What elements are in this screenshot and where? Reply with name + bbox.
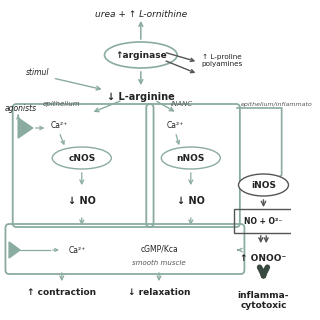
Text: Ca²⁺: Ca²⁺ [167, 121, 184, 130]
Ellipse shape [238, 174, 288, 196]
Text: Ca²⁺: Ca²⁺ [68, 245, 85, 254]
Text: smooth muscle: smooth muscle [132, 260, 186, 266]
Text: nNOS: nNOS [177, 154, 205, 163]
Text: cNOS: cNOS [68, 154, 95, 163]
Text: NO + O²⁻: NO + O²⁻ [244, 217, 283, 226]
Text: ↑ contraction: ↑ contraction [27, 288, 96, 297]
Text: agonists: agonists [4, 103, 37, 113]
Ellipse shape [161, 147, 220, 169]
Text: ↓ relaxation: ↓ relaxation [128, 288, 190, 297]
Text: ↑arginase: ↑arginase [115, 51, 167, 60]
Text: stimul: stimul [26, 68, 49, 76]
Text: iNANC: iNANC [171, 101, 193, 107]
Ellipse shape [105, 42, 177, 68]
Text: urea + ↑ L-ornithine: urea + ↑ L-ornithine [95, 10, 187, 19]
Ellipse shape [52, 147, 111, 169]
Text: ↑ ONOO⁻: ↑ ONOO⁻ [240, 254, 287, 263]
Text: inflamma-
cytotoxic: inflamma- cytotoxic [238, 291, 289, 310]
Text: Ca²⁺: Ca²⁺ [51, 121, 68, 130]
Text: iNOS: iNOS [251, 180, 276, 189]
Text: epithelium: epithelium [43, 101, 81, 107]
Text: ↑ L-proline
polyamines: ↑ L-proline polyamines [202, 53, 243, 67]
Text: ↓ NO: ↓ NO [68, 196, 96, 206]
Text: ↓ NO: ↓ NO [177, 196, 205, 206]
Polygon shape [9, 242, 20, 258]
Polygon shape [18, 118, 33, 138]
Text: cGMP/Kca: cGMP/Kca [140, 244, 178, 253]
Text: ↓ L-arginine: ↓ L-arginine [107, 92, 175, 102]
Text: epithelium/inflammato: epithelium/inflammato [241, 102, 313, 107]
